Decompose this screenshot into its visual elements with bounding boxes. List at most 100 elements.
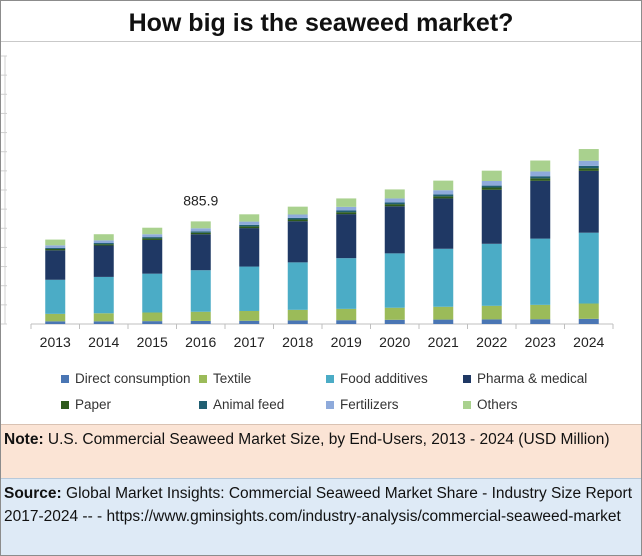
bar-segment-fertilizers-2022	[481, 181, 502, 186]
x-tick-label-2021: 2021	[428, 334, 459, 350]
bar-segment-pharma-medical-2023	[530, 180, 551, 239]
bar-segment-fertilizers-2023	[530, 171, 551, 177]
bar-segment-pharma-medical-2020	[384, 206, 405, 254]
bar-segment-fertilizers-2016	[190, 228, 211, 232]
bar-segment-food-additives-2021	[433, 248, 454, 307]
bar-segment-pharma-medical-2018	[287, 221, 308, 263]
bar-segment-paper-2013	[45, 248, 66, 251]
bar-segment-textile-2021	[433, 306, 454, 320]
bar-segment-direct-consumption-2024	[578, 318, 599, 324]
bar-segment-food-additives-2019	[336, 258, 357, 309]
bar-segment-direct-consumption-2014	[93, 321, 114, 324]
bar-segment-direct-consumption-2019	[336, 320, 357, 324]
bar-segment-animal-feed-2024	[578, 165, 599, 169]
bar-segment-food-additives-2020	[384, 253, 405, 308]
bar-segment-others-2018	[287, 206, 308, 215]
bar-segment-food-additives-2024	[578, 232, 599, 304]
bar-segment-others-2020	[384, 189, 405, 199]
bar-segment-others-2015	[142, 227, 163, 235]
bar-segment-textile-2015	[142, 312, 163, 322]
bar-segment-others-2013	[45, 239, 66, 246]
bar-segment-food-additives-2014	[93, 276, 114, 314]
bar-segment-food-additives-2016	[190, 270, 211, 312]
data-label-2016: 885.9	[183, 192, 218, 208]
x-tick-label-2016: 2016	[185, 334, 216, 350]
bar-segment-textile-2020	[384, 307, 405, 320]
bar-segment-pharma-medical-2017	[239, 228, 260, 267]
bar-segment-food-additives-2013	[45, 279, 66, 314]
bar-segment-textile-2023	[530, 304, 551, 320]
bar-segment-others-2022	[481, 170, 502, 182]
chart-area: 2013 2014 2015 2016 2017 2018 2019 2020 2021 2022…	[1, 41, 641, 424]
bar-segment-paper-2024	[578, 168, 599, 171]
x-tick-label-2020: 2020	[379, 334, 410, 350]
bar-segment-paper-2023	[530, 178, 551, 181]
bar-segment-paper-2022	[481, 187, 502, 190]
bar-segment-fertilizers-2015	[142, 234, 163, 238]
x-tick-label-2017: 2017	[234, 334, 265, 350]
x-tick-label-2014: 2014	[88, 334, 119, 350]
bar-segment-pharma-medical-2021	[433, 198, 454, 249]
note-label: Note:	[4, 431, 44, 448]
bar-segment-paper-2020	[384, 204, 405, 207]
x-tick-label-2023: 2023	[525, 334, 556, 350]
bar-segment-paper-2016	[190, 232, 211, 235]
source-box: Source: Global Market Insights: Commerci…	[1, 478, 641, 555]
bar-segment-animal-feed-2022	[481, 185, 502, 188]
bar-segment-food-additives-2023	[530, 238, 551, 305]
note-text: U.S. Commercial Seaweed Market Size, by …	[47, 431, 610, 448]
bar-segment-pharma-medical-2015	[142, 239, 163, 274]
stacked-bar-chart: 2013 2014 2015 2016 2017 2018 2019 2020 2021 2022…	[1, 55, 614, 350]
bar-segment-food-additives-2015	[142, 273, 163, 313]
bar-segment-paper-2021	[433, 196, 454, 199]
bar-segment-paper-2018	[287, 219, 308, 222]
bar-segment-others-2023	[530, 160, 551, 172]
bar-segment-textile-2017	[239, 310, 260, 321]
bar-segment-fertilizers-2017	[239, 221, 260, 225]
bar-segment-animal-feed-2013	[45, 247, 66, 249]
bar-segment-textile-2024	[578, 303, 599, 319]
bar-segment-pharma-medical-2022	[481, 189, 502, 244]
bar-segment-fertilizers-2019	[336, 206, 357, 211]
bar-segment-food-additives-2022	[481, 243, 502, 306]
bar-segment-fertilizers-2018	[287, 214, 308, 218]
x-tick-label-2015: 2015	[137, 334, 168, 350]
chart-title: How big is the seaweed market?	[128, 9, 514, 37]
bar-segment-pharma-medical-2019	[336, 214, 357, 259]
bar-segment-paper-2017	[239, 226, 260, 229]
bar-segment-textile-2019	[336, 308, 357, 321]
bar-segment-others-2017	[239, 214, 260, 222]
bar-segment-fertilizers-2013	[45, 245, 66, 248]
source-text: Global Market Insights: Commercial Seawe…	[4, 485, 633, 525]
bar-segment-direct-consumption-2023	[530, 319, 551, 324]
bar-segment-textile-2014	[93, 313, 114, 322]
bar-segment-others-2014	[93, 234, 114, 241]
bar-segment-textile-2016	[190, 311, 211, 321]
bar-segment-direct-consumption-2021	[433, 319, 454, 324]
bar-segment-direct-consumption-2013	[45, 321, 66, 324]
bar-segment-animal-feed-2016	[190, 231, 211, 233]
bar-segment-paper-2015	[142, 238, 163, 240]
bar-segment-paper-2019	[336, 212, 357, 215]
bar-segment-pharma-medical-2016	[190, 234, 211, 271]
bar-segment-fertilizers-2014	[93, 240, 114, 244]
bar-segment-animal-feed-2019	[336, 210, 357, 213]
source-label: Source:	[4, 485, 62, 502]
bar-segment-direct-consumption-2020	[384, 319, 405, 324]
bar-segment-animal-feed-2015	[142, 237, 163, 239]
bar-segment-pharma-medical-2013	[45, 250, 66, 280]
note-box: Note: U.S. Commercial Seaweed Market Siz…	[1, 424, 641, 480]
bar-segment-animal-feed-2017	[239, 224, 260, 227]
bar-segment-direct-consumption-2017	[239, 320, 260, 324]
bar-segment-animal-feed-2014	[93, 243, 114, 245]
x-tick-label-2022: 2022	[476, 334, 507, 350]
bar-segment-direct-consumption-2018	[287, 320, 308, 324]
bar-segment-food-additives-2017	[239, 266, 260, 311]
bar-segment-pharma-medical-2014	[93, 245, 114, 277]
bar-segment-others-2021	[433, 180, 454, 191]
bar-segment-direct-consumption-2016	[190, 320, 211, 324]
bar-segment-others-2024	[578, 149, 599, 161]
bar-segment-fertilizers-2020	[384, 198, 405, 203]
bar-segment-animal-feed-2021	[433, 194, 454, 197]
